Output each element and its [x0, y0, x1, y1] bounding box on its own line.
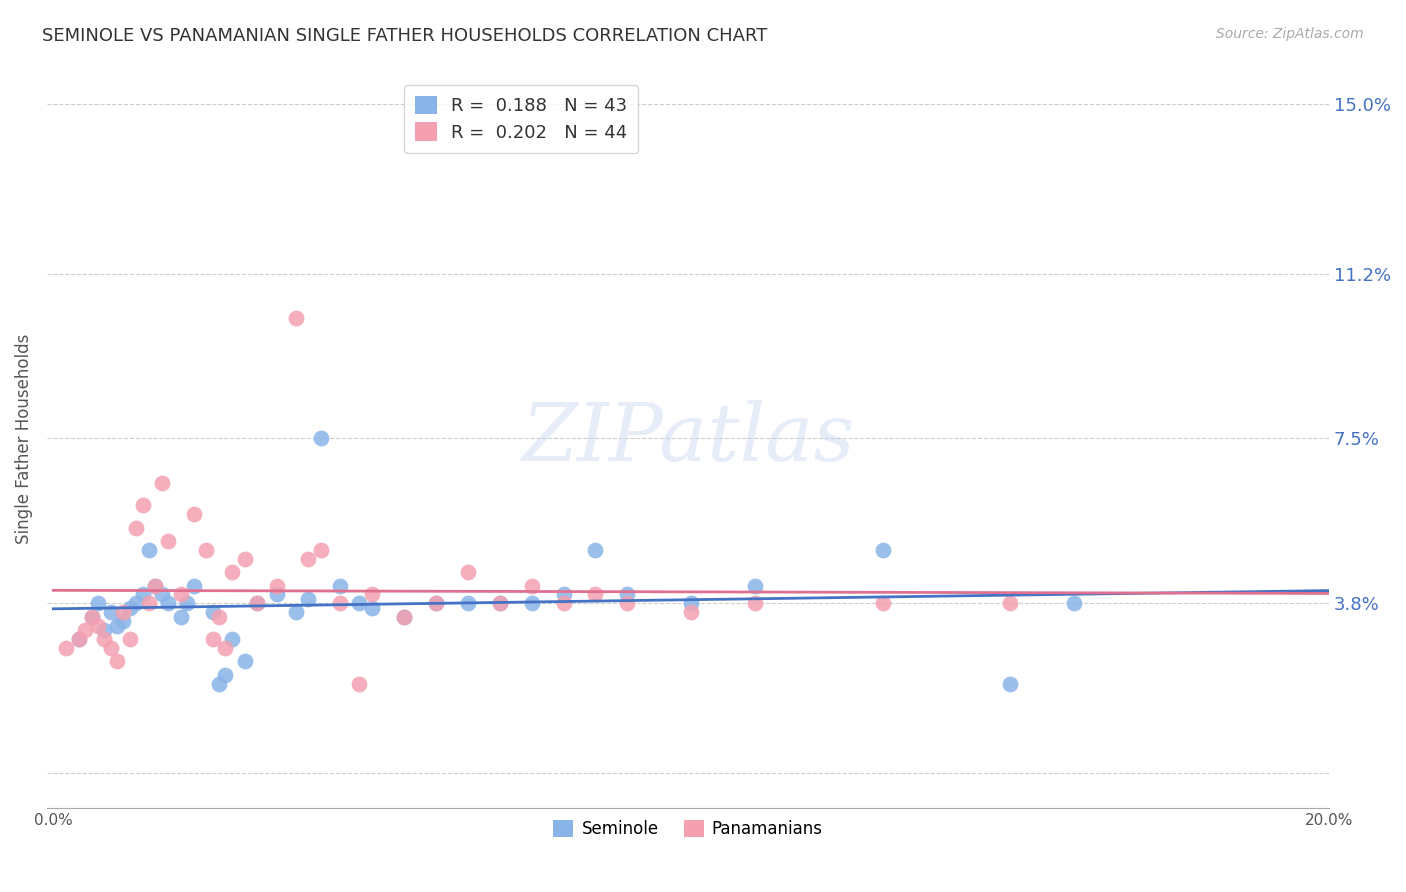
Point — [143, 578, 166, 592]
Point — [138, 596, 160, 610]
Point — [125, 521, 148, 535]
Point — [246, 596, 269, 610]
Point — [93, 623, 115, 637]
Point — [80, 609, 103, 624]
Point — [266, 587, 288, 601]
Point — [170, 609, 193, 624]
Point — [233, 551, 256, 566]
Point — [93, 632, 115, 646]
Point — [131, 587, 153, 601]
Point — [221, 632, 243, 646]
Point — [183, 508, 205, 522]
Point — [297, 591, 319, 606]
Point — [105, 618, 128, 632]
Point — [138, 542, 160, 557]
Point — [349, 596, 371, 610]
Point — [87, 618, 110, 632]
Point — [183, 578, 205, 592]
Point — [233, 654, 256, 668]
Point — [131, 499, 153, 513]
Point — [329, 578, 352, 592]
Point — [55, 640, 77, 655]
Point — [105, 654, 128, 668]
Legend: Seminole, Panamanians: Seminole, Panamanians — [547, 813, 830, 845]
Point — [872, 596, 894, 610]
Point — [297, 551, 319, 566]
Text: ZIPatlas: ZIPatlas — [522, 400, 855, 477]
Point — [157, 534, 180, 549]
Point — [553, 596, 575, 610]
Point — [150, 476, 173, 491]
Point — [744, 578, 766, 592]
Point — [872, 542, 894, 557]
Point — [80, 609, 103, 624]
Point — [125, 596, 148, 610]
Point — [585, 587, 607, 601]
Point — [118, 600, 141, 615]
Point — [616, 587, 638, 601]
Point — [425, 596, 447, 610]
Point — [284, 605, 307, 619]
Point — [520, 578, 543, 592]
Text: Source: ZipAtlas.com: Source: ZipAtlas.com — [1216, 27, 1364, 41]
Point — [998, 596, 1021, 610]
Point — [208, 676, 231, 690]
Point — [67, 632, 90, 646]
Point — [208, 609, 231, 624]
Point — [488, 596, 510, 610]
Point — [143, 578, 166, 592]
Point — [309, 432, 332, 446]
Point — [520, 596, 543, 610]
Text: SEMINOLE VS PANAMANIAN SINGLE FATHER HOUSEHOLDS CORRELATION CHART: SEMINOLE VS PANAMANIAN SINGLE FATHER HOU… — [42, 27, 768, 45]
Point — [457, 596, 479, 610]
Point — [284, 311, 307, 326]
Point — [150, 587, 173, 601]
Point — [681, 596, 703, 610]
Point — [157, 596, 180, 610]
Point — [214, 640, 236, 655]
Point — [392, 609, 415, 624]
Point — [201, 632, 224, 646]
Point — [201, 605, 224, 619]
Point — [361, 600, 384, 615]
Point — [349, 676, 371, 690]
Y-axis label: Single Father Households: Single Father Households — [15, 334, 32, 543]
Point — [221, 565, 243, 579]
Point — [488, 596, 510, 610]
Point — [214, 667, 236, 681]
Point — [1063, 596, 1085, 610]
Point — [118, 632, 141, 646]
Point — [361, 587, 384, 601]
Point — [195, 542, 218, 557]
Point — [75, 623, 97, 637]
Point — [100, 605, 122, 619]
Point — [100, 640, 122, 655]
Point — [553, 587, 575, 601]
Point — [457, 565, 479, 579]
Point — [585, 542, 607, 557]
Point — [266, 578, 288, 592]
Point — [112, 605, 135, 619]
Point — [616, 596, 638, 610]
Point — [392, 609, 415, 624]
Point — [744, 596, 766, 610]
Point — [87, 596, 110, 610]
Point — [329, 596, 352, 610]
Point — [112, 614, 135, 628]
Point — [425, 596, 447, 610]
Point — [246, 596, 269, 610]
Point — [998, 676, 1021, 690]
Point — [309, 542, 332, 557]
Point — [176, 596, 198, 610]
Point — [681, 605, 703, 619]
Point — [67, 632, 90, 646]
Point — [170, 587, 193, 601]
